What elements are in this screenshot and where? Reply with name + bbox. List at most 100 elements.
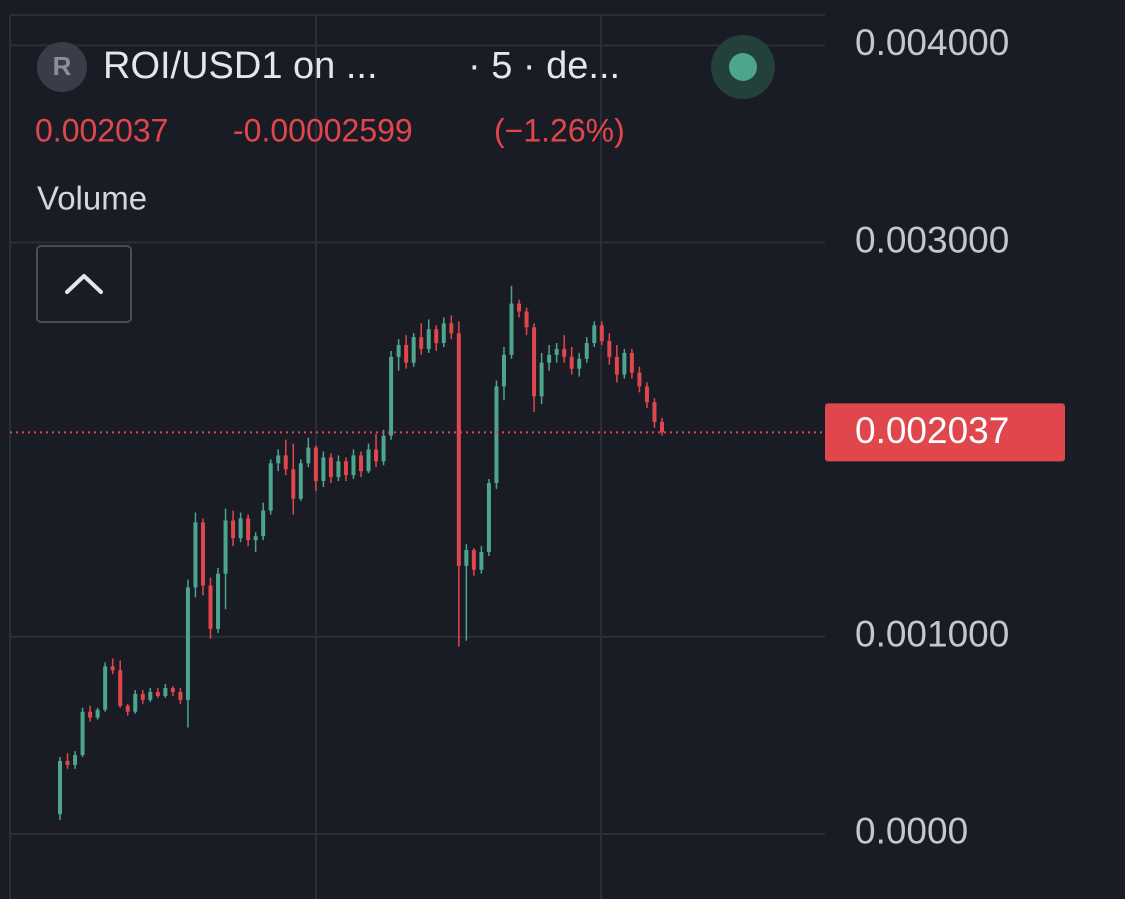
candle-body	[306, 447, 311, 464]
candle-body	[404, 345, 409, 363]
y-tick-label: 0.004000	[855, 22, 1009, 63]
candle-body	[298, 463, 303, 499]
candle-body	[231, 520, 236, 539]
interval[interactable]: · 5 · de...	[468, 45, 620, 87]
candle-body	[660, 421, 664, 433]
candle-body	[381, 435, 386, 462]
candle-body	[629, 352, 634, 373]
candle-body	[577, 358, 582, 369]
candle-body	[486, 483, 491, 553]
candle-body	[103, 666, 108, 710]
candle-body	[471, 550, 476, 570]
candle-body	[434, 329, 439, 344]
candle-body	[652, 402, 657, 422]
candle-body	[313, 447, 318, 482]
candle-body	[614, 356, 619, 375]
candle-body	[554, 348, 559, 355]
candle-body	[366, 449, 371, 472]
candle-body	[336, 461, 341, 478]
plot	[10, 44, 825, 835]
candle-body	[539, 362, 544, 397]
collapse-icon	[65, 274, 103, 294]
candle-body	[359, 455, 363, 472]
candle-body	[110, 666, 115, 671]
candle-body	[148, 691, 153, 700]
candle-body	[343, 461, 348, 476]
candle-body	[200, 522, 205, 586]
candle-body	[268, 463, 273, 511]
candle-body	[562, 348, 567, 357]
candle-body	[185, 587, 190, 700]
candle-body	[155, 691, 160, 696]
candle-body	[140, 693, 145, 700]
candle-body	[584, 343, 589, 359]
price-change-pct: (−1.26%)	[494, 112, 625, 148]
candle-body	[351, 455, 356, 476]
indicator-label: Volume	[37, 180, 147, 217]
collapse-button[interactable]	[36, 245, 132, 323]
candle-body	[178, 691, 183, 700]
symbol-icon-letter: R	[53, 51, 72, 81]
candle-body	[592, 325, 597, 344]
y-tick-label: 0.003000	[855, 219, 1009, 260]
candle-body	[637, 372, 642, 387]
candle-body	[456, 333, 461, 566]
candle-body	[65, 760, 70, 765]
candle-body	[644, 386, 649, 403]
last-price-tag	[825, 403, 1065, 462]
candle-body	[238, 518, 243, 539]
candle-body	[441, 323, 446, 344]
candle-body	[246, 518, 251, 541]
candle-body	[95, 709, 100, 718]
candle-body	[276, 455, 281, 464]
candle-body	[328, 457, 333, 478]
candle-body	[389, 356, 394, 436]
candle-body	[73, 755, 78, 765]
candle-body	[133, 693, 138, 712]
candle-body	[396, 345, 401, 357]
candle-body	[125, 705, 130, 712]
candle-body	[464, 550, 469, 566]
candle-body	[426, 329, 431, 349]
candle-body	[58, 760, 62, 815]
candle-body	[163, 688, 168, 696]
candle-body	[547, 354, 552, 363]
candle-body	[321, 457, 326, 482]
candle-body	[118, 670, 123, 706]
candle-body	[479, 552, 484, 570]
symbol[interactable]: ROI/USD1 on ...	[103, 45, 378, 87]
last-price-tag-label: 0.002037	[855, 410, 1009, 451]
candle-body	[193, 522, 198, 588]
candle-body	[261, 510, 266, 537]
candle-body	[607, 341, 612, 357]
candle-body	[419, 337, 424, 349]
candle-body	[216, 573, 221, 629]
candle-body	[509, 303, 514, 355]
symbol-icon	[37, 42, 87, 92]
candle-body	[569, 356, 574, 369]
candle-body	[524, 311, 529, 328]
last-price: 0.002037	[35, 112, 168, 148]
y-tick-label: 0.0000	[855, 811, 968, 852]
status-dot	[729, 53, 757, 81]
candle-body	[374, 449, 379, 462]
candle-body	[411, 337, 416, 363]
candle-body	[88, 711, 93, 718]
candle-body	[449, 323, 454, 334]
candle-body	[80, 711, 85, 756]
candle-body	[208, 585, 213, 629]
y-tick-label: 0.001000	[855, 614, 1009, 655]
price-change: -0.00002599	[233, 112, 413, 148]
candle-body	[223, 520, 228, 574]
candle-body	[253, 536, 258, 541]
candle-body	[622, 352, 627, 375]
candle-body	[501, 354, 506, 387]
candle-body	[532, 327, 537, 397]
candle-body	[494, 386, 499, 484]
candle-body	[291, 469, 296, 499]
candle-body	[283, 455, 288, 470]
candle-body	[170, 688, 175, 692]
candle-body	[599, 325, 604, 342]
